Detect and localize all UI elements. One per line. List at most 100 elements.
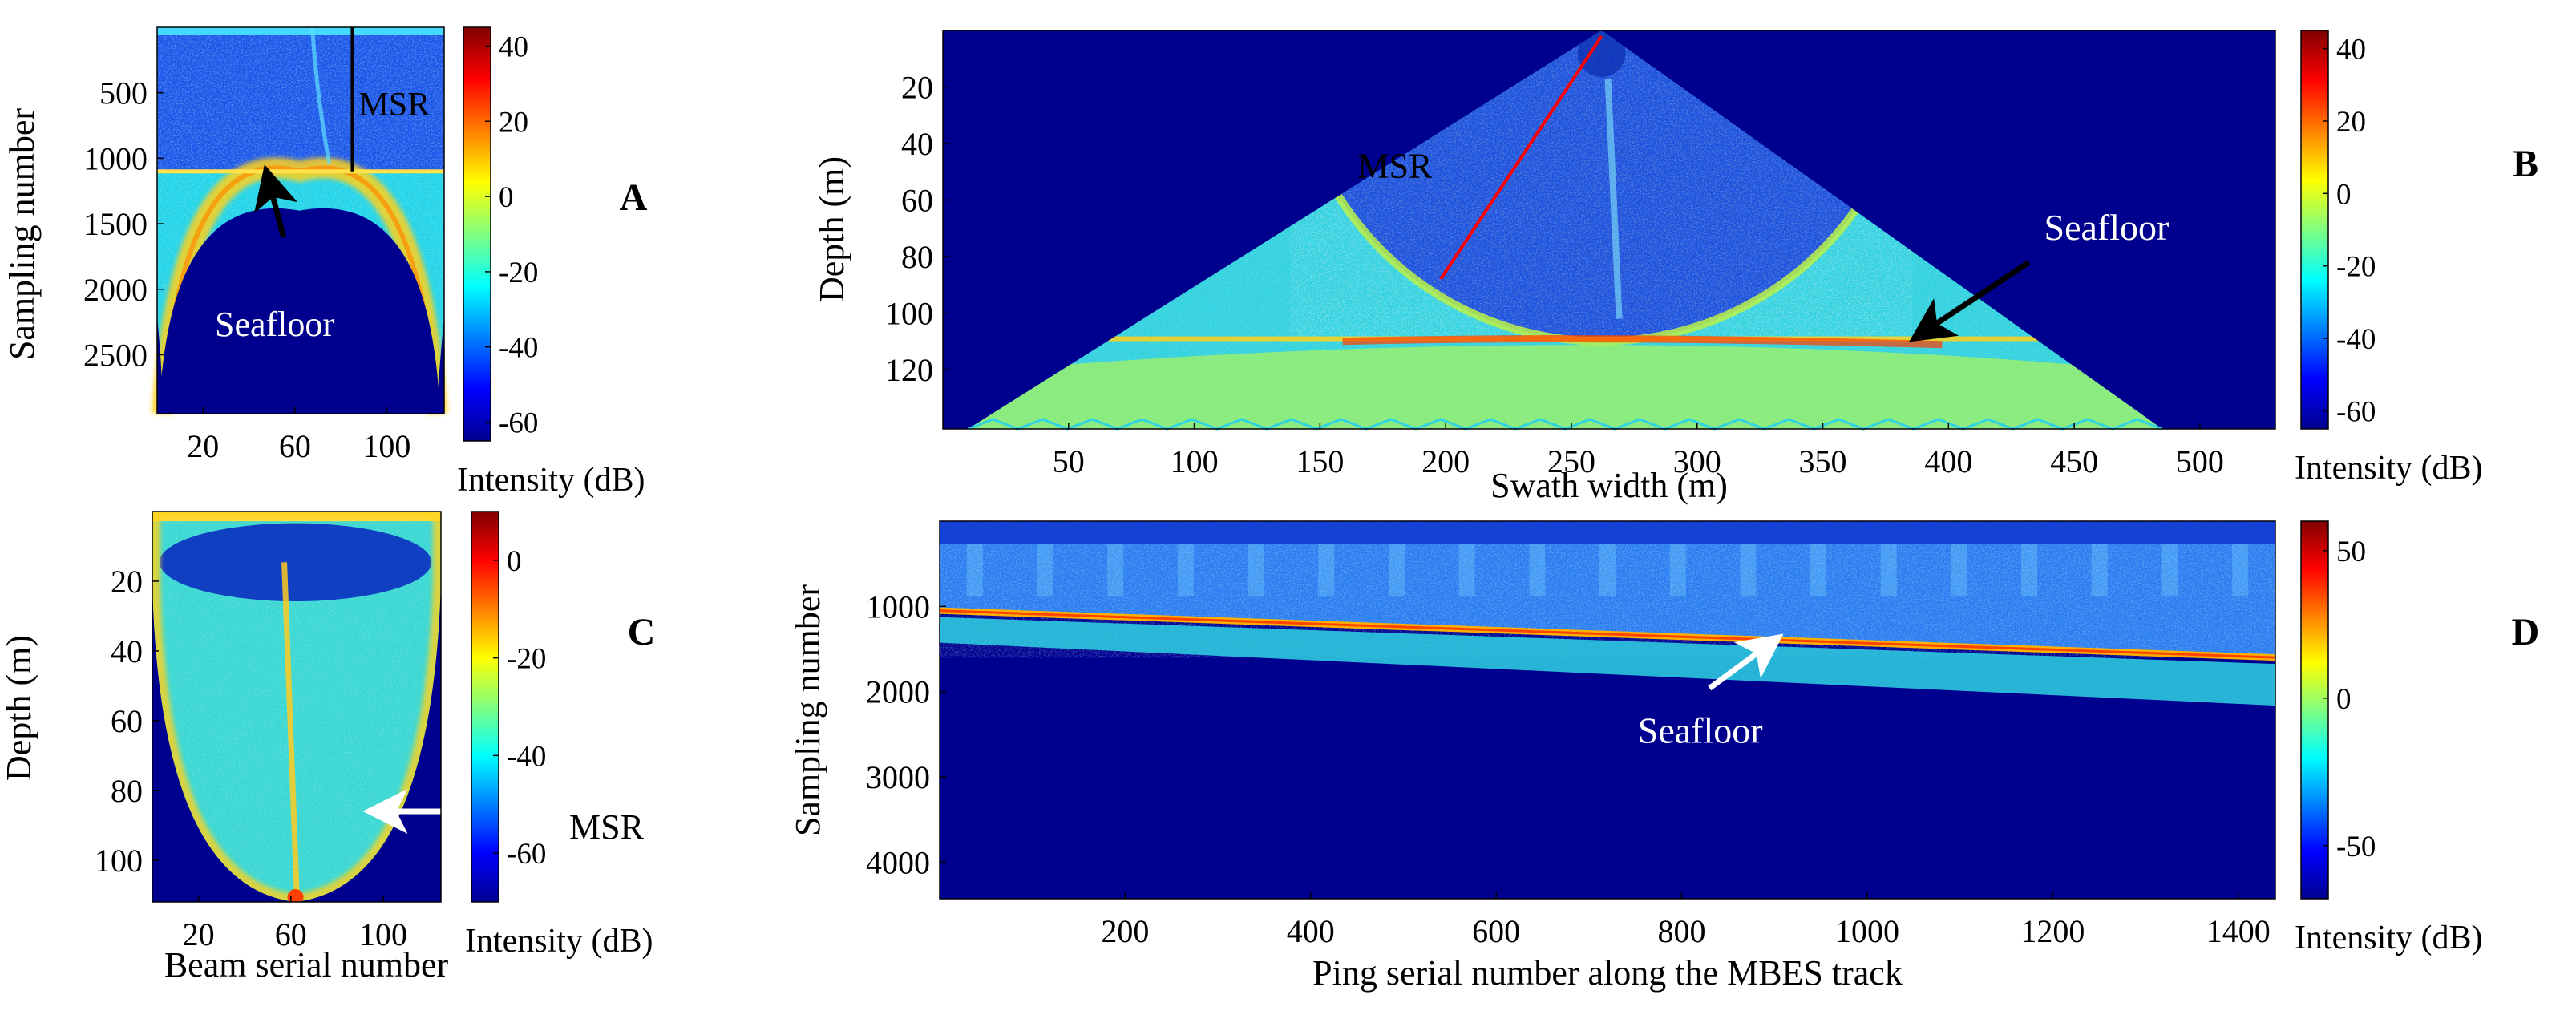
- colorbar-tick-label: 0: [499, 181, 514, 214]
- colorbar-tick-label: 20: [2336, 106, 2366, 139]
- x-tick-label: 50: [1053, 443, 1085, 479]
- colorbar-tick-label: -60: [2336, 395, 2376, 428]
- ping-stripe: [1810, 544, 1827, 597]
- nadir-streak: [309, 26, 332, 164]
- colorbar-tick-label: -40: [507, 740, 546, 773]
- seafloor-annotation: Seafloor: [215, 305, 334, 344]
- colorbar-tick-label: -20: [499, 257, 538, 289]
- x-axis-label: Ping serial number along the MBES track: [1312, 953, 1903, 993]
- ping-stripe: [1388, 544, 1405, 597]
- y-axis-label: Depth (m): [812, 156, 851, 302]
- seafloor-arrow: [253, 164, 298, 238]
- colorbar-tick-label: -60: [507, 838, 546, 871]
- x-tick-label: 200: [1101, 913, 1149, 949]
- ping-stripe: [1599, 544, 1616, 597]
- y-tick-label: 500: [99, 75, 148, 111]
- msr-line: [1439, 34, 1603, 281]
- panel-letter: A: [620, 176, 648, 219]
- y-tick-label: 20: [901, 69, 933, 105]
- panel-letter: B: [2513, 143, 2538, 185]
- seafloor-annotation: Seafloor: [1638, 710, 1763, 750]
- y-tick-label: 60: [111, 703, 143, 739]
- y-tick-label: 3000: [866, 759, 930, 795]
- colorbar-label: Intensity (dB): [465, 923, 653, 960]
- y-tick-label: 80: [901, 239, 933, 275]
- y-tick-label: 80: [111, 773, 143, 809]
- plot-frame-3: [939, 520, 2276, 900]
- plot-frame-1: [942, 30, 2276, 430]
- panel-c-plot: [152, 512, 441, 902]
- plot-frame-0: [156, 26, 445, 414]
- ping-stripe: [1177, 544, 1194, 597]
- water-speckle: [157, 27, 444, 172]
- colorbar-tick-label: 0: [2336, 683, 2352, 716]
- sub-bottom: [940, 617, 2275, 706]
- colorbar-label: Intensity (dB): [457, 462, 645, 499]
- y-tick-label: 2500: [83, 337, 148, 373]
- ping-stripe: [1880, 544, 1897, 597]
- colorbar-0: [463, 26, 491, 442]
- colorbar-tick-label: -40: [499, 332, 538, 365]
- ping-stripe: [1669, 544, 1686, 597]
- y-tick-label: 60: [901, 182, 933, 218]
- ping-stripe: [1318, 544, 1335, 597]
- colorbar-tick-label: -20: [2336, 251, 2376, 284]
- seafloor-arrow: [1909, 260, 2031, 342]
- colorbar-tick-label: 0: [507, 545, 522, 578]
- x-tick-label: 400: [1287, 913, 1335, 949]
- x-tick-label: 100: [1171, 443, 1219, 479]
- corner-right: [437, 317, 444, 414]
- x-axis-label: Swath width (m): [1490, 466, 1728, 505]
- x-tick-label: 1000: [1835, 913, 1899, 949]
- y-tick-label: 2000: [866, 674, 930, 710]
- y-tick-label: 100: [95, 843, 143, 879]
- x-tick-label: 150: [1296, 443, 1344, 479]
- ping-stripe: [2161, 544, 2178, 597]
- panel-a-plot: MSR Seafloor: [151, 26, 448, 414]
- ping-stripe: [1951, 544, 1967, 597]
- y-axis-label: Depth (m): [0, 635, 38, 781]
- y-tick-label: 120: [885, 352, 933, 388]
- y-axis-label: Sampling number: [788, 584, 827, 836]
- ping-stripe: [2232, 544, 2249, 597]
- panel-letter: C: [628, 611, 656, 653]
- seafloor-arrow: [1708, 633, 1784, 691]
- panel-b-plot: MSR Seafloor: [943, 30, 2275, 431]
- ping-stripe: [1529, 544, 1546, 597]
- seafloor-annotation: Seafloor: [2044, 207, 2170, 248]
- colorbar-tick-label: 50: [2336, 536, 2366, 568]
- surface-band: [157, 27, 444, 35]
- colorbar-tick-label: 0: [2336, 178, 2352, 211]
- dark-water-zone: [159, 523, 432, 602]
- corner-left: [157, 317, 163, 414]
- x-tick-label: 1400: [2206, 913, 2271, 949]
- colorbar-tick-label: -60: [499, 407, 538, 440]
- ping-stripe: [2091, 544, 2108, 597]
- surface-dark: [940, 521, 2275, 544]
- x-tick-label: 350: [1799, 443, 1847, 479]
- colorbar-tick-label: -40: [2336, 323, 2376, 356]
- seafloor-line-core: [939, 609, 2276, 659]
- bottom-hotspot: [287, 889, 304, 902]
- x-tick-label: 200: [1421, 443, 1470, 479]
- msr-annotation: MSR: [358, 87, 430, 123]
- y-tick-label: 4000: [866, 844, 930, 880]
- msr-annotation: MSR: [569, 807, 645, 847]
- x-tick-label: 60: [275, 916, 307, 952]
- ping-stripe: [966, 544, 983, 597]
- ping-stripe: [1037, 544, 1053, 597]
- msr-annotation: MSR: [1357, 146, 1433, 185]
- x-axis-label: Beam serial number: [164, 945, 449, 985]
- y-tick-label: 40: [111, 633, 143, 669]
- x-tick-label: 300: [1673, 443, 1721, 479]
- y-tick-label: 100: [885, 295, 933, 331]
- colorbar-2: [471, 511, 499, 903]
- y-axis-label: Sampling number: [2, 108, 42, 360]
- ping-stripe: [1107, 544, 1124, 597]
- colorbar-tick-label: 40: [499, 30, 528, 63]
- plot-frame-2: [152, 511, 442, 903]
- panel-d-plot: Seafloor: [939, 521, 2276, 899]
- x-tick-label: 400: [1924, 443, 1972, 479]
- colorbar-tick-label: 20: [499, 106, 528, 139]
